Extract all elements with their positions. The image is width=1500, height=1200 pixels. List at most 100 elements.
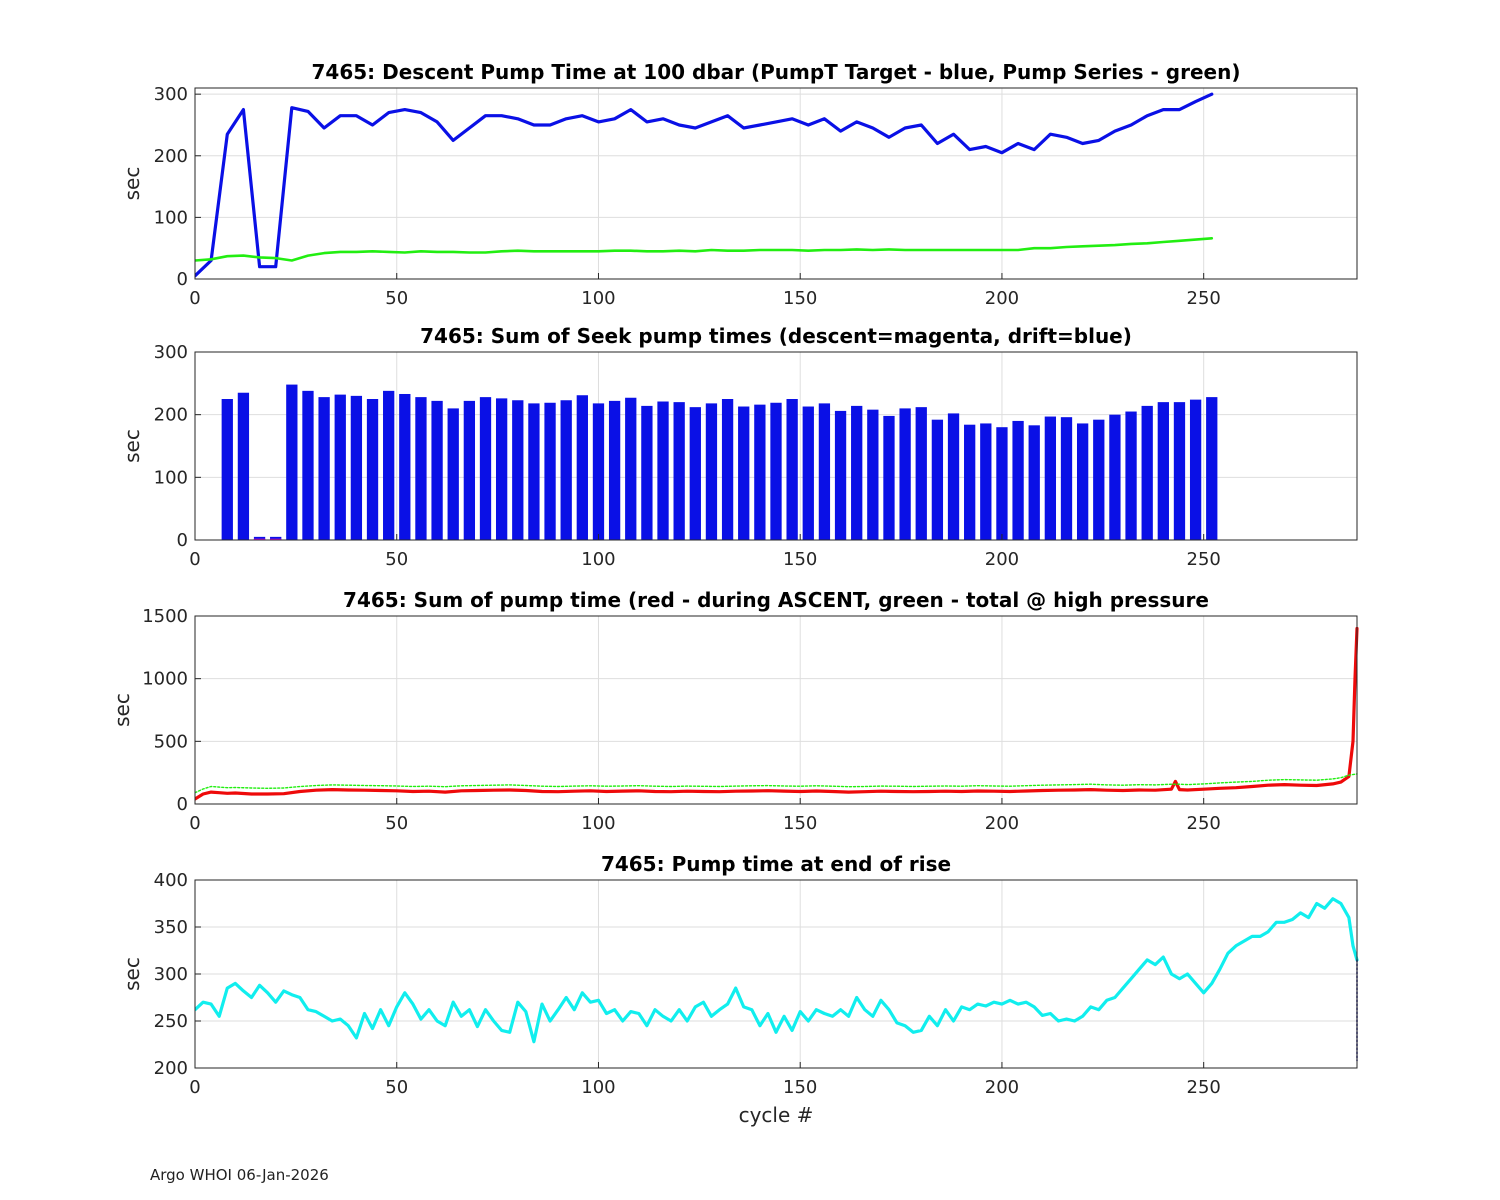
- bar-drift: [915, 407, 927, 540]
- y-tick-label: 0: [177, 269, 188, 290]
- bar-drift: [834, 410, 847, 540]
- bar-drift: [447, 408, 459, 540]
- bar-drift: [383, 390, 395, 540]
- bar-drift: [786, 399, 798, 540]
- x-tick-label: 150: [783, 288, 817, 309]
- chart-title: 7465: Descent Pump Time at 100 dbar (Pum…: [312, 60, 1241, 84]
- axes-box: [194, 351, 1358, 541]
- x-tick-label: 100: [581, 549, 615, 570]
- bar-drift: [625, 397, 637, 540]
- y-axis-label: sec: [110, 693, 134, 727]
- bar-drift: [302, 390, 314, 540]
- bar-drift: [947, 413, 960, 540]
- bar-descent: [270, 538, 282, 540]
- bar-drift: [512, 400, 524, 540]
- bar-drift: [415, 397, 427, 540]
- x-tick-label: 250: [1187, 1077, 1221, 1098]
- x-tick-label: 250: [1187, 288, 1221, 309]
- y-tick-label: 350: [154, 917, 188, 938]
- series-line-pumpt-target: [195, 92, 1214, 278]
- y-tick-label: 250: [154, 1011, 188, 1032]
- bar-drift: [592, 403, 605, 540]
- x-axis-label: cycle #: [739, 1103, 814, 1127]
- bar-drift: [673, 402, 685, 540]
- bar-drift: [1044, 416, 1057, 540]
- bar-drift: [1109, 414, 1121, 540]
- x-tick-label: 200: [985, 1077, 1019, 1098]
- bar-drift: [818, 403, 831, 540]
- x-tick-label: 0: [189, 549, 200, 570]
- plot-area: [195, 616, 1357, 804]
- chart-title: 7465: Sum of Seek pump times (descent=ma…: [420, 324, 1132, 348]
- bar-drift: [1141, 405, 1153, 540]
- y-axis-label: sec: [120, 167, 144, 201]
- data-layer: [195, 92, 1214, 278]
- x-tick-label: 200: [985, 288, 1019, 309]
- x-tick-label: 200: [985, 813, 1019, 834]
- y-tick-label: 300: [154, 342, 188, 363]
- bar-drift: [931, 419, 944, 540]
- x-tick-label: 0: [189, 1077, 200, 1098]
- chart-panel-3: 0 50 100 150 200 250 0 500 1000 1500 7465: Sum of …: [110, 588, 1359, 834]
- bar-drift: [221, 399, 233, 540]
- bar-drift: [334, 394, 346, 540]
- chart-panel-1: 0 50 100 150 200 250 0 100 200 300 7465: Descent P…: [120, 60, 1358, 309]
- x-tick-label: 50: [385, 1077, 408, 1098]
- x-tick-label: 200: [985, 549, 1019, 570]
- bar-drift: [237, 392, 250, 540]
- bar-drift: [495, 398, 508, 540]
- bar-drift: [1093, 419, 1105, 540]
- bar-drift: [1157, 402, 1169, 540]
- bar-drift: [463, 400, 476, 540]
- bar-drift: [754, 404, 766, 540]
- x-tick-label: 150: [783, 549, 817, 570]
- y-tick-label: 400: [154, 870, 188, 891]
- plot-area: [195, 88, 1357, 279]
- x-tick-label: 250: [1187, 549, 1221, 570]
- bar-drift: [883, 415, 895, 540]
- y-tick-label: 300: [154, 84, 188, 105]
- chart-panel-4: 0 50 100 150 200 250 200 250 300 350 400 7465: Pump…: [120, 852, 1359, 1127]
- y-tick-label: 100: [154, 207, 188, 228]
- series-line-end-of-rise: [195, 897, 1359, 1044]
- x-tick-label: 0: [189, 288, 200, 309]
- y-tick-label: 100: [154, 467, 188, 488]
- y-tick-label: 500: [154, 731, 188, 752]
- bar-drift: [270, 536, 282, 540]
- bar-drift: [399, 393, 411, 540]
- bar-drift: [366, 399, 379, 540]
- bar-drift: [964, 424, 976, 540]
- y-tick-label: 1500: [142, 606, 188, 627]
- bar-drift: [1125, 411, 1137, 540]
- bar-drift: [350, 395, 363, 540]
- bar-drift: [657, 401, 669, 540]
- y-tick-label: 300: [154, 964, 188, 985]
- y-tick-label: 200: [154, 1058, 188, 1079]
- bar-drift: [1173, 402, 1186, 540]
- bar-drift: [318, 397, 330, 540]
- chart-title: 7465: Sum of pump time (red - during ASC…: [343, 588, 1209, 612]
- series-line-pump-series: [195, 237, 1214, 262]
- bar-drift: [1076, 423, 1089, 540]
- bar-drift: [770, 402, 782, 540]
- x-tick-label: 150: [783, 1077, 817, 1098]
- series-line-during-ascent: [195, 626, 1359, 801]
- bar-drift: [528, 403, 540, 540]
- bar-drift: [980, 423, 992, 540]
- x-tick-label: 150: [783, 813, 817, 834]
- chart-panel-2: 0 50 100 150 200 250 0 100 200 300 7465: Sum of Se…: [120, 324, 1358, 570]
- axes-box: [194, 615, 1358, 805]
- x-tick-label: 50: [385, 549, 408, 570]
- data-layer: [195, 626, 1359, 801]
- x-tick-label: 100: [581, 288, 615, 309]
- bar-drift: [738, 406, 750, 540]
- axes-box: [194, 87, 1358, 280]
- y-tick-label: 200: [154, 146, 188, 167]
- x-tick-label: 250: [1187, 813, 1221, 834]
- bar-drift: [851, 405, 863, 540]
- bar-drift: [286, 384, 298, 540]
- x-tick-label: 0: [189, 813, 200, 834]
- bar-drift: [899, 408, 911, 540]
- bar-drift: [1189, 399, 1202, 540]
- x-tick-label: 50: [385, 288, 408, 309]
